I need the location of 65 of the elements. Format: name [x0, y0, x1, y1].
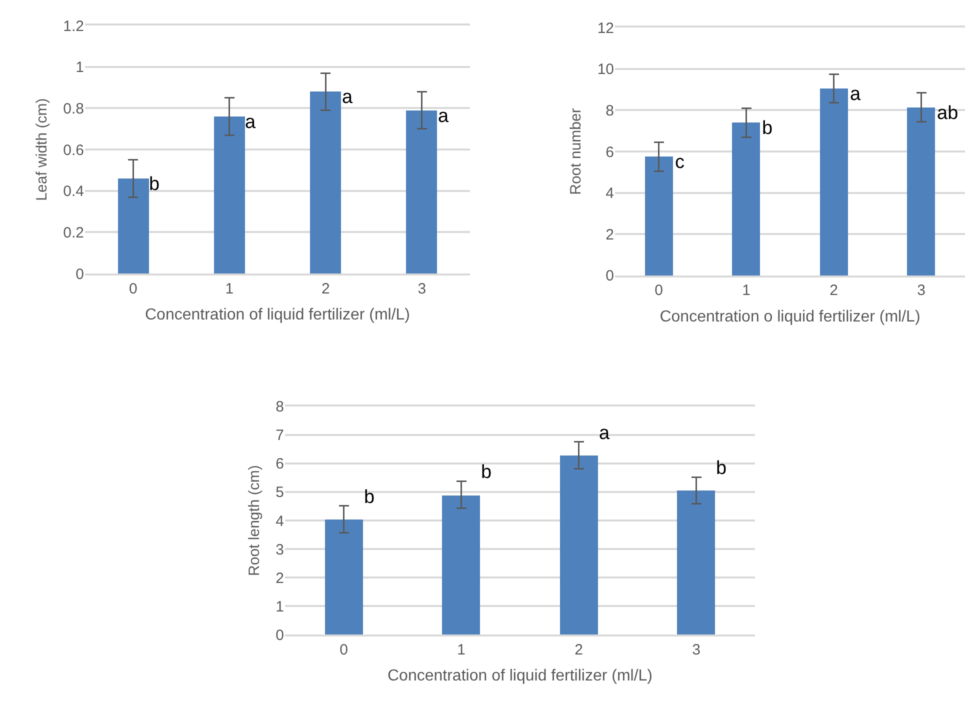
bar: [677, 490, 715, 634]
bar: [645, 156, 673, 276]
x-tick-label: 3: [917, 282, 926, 300]
y-tick-label: 0: [276, 626, 284, 644]
y-tick-label: 0.8: [63, 100, 84, 118]
annotation: b: [481, 462, 492, 483]
y-tick-label: 0.2: [63, 224, 84, 242]
bar: [820, 88, 848, 276]
bar: [325, 519, 363, 634]
y-tick-label: 4: [276, 512, 284, 530]
annotation: b: [762, 118, 773, 139]
bar: [310, 92, 341, 274]
y-tick-label: 0.4: [63, 183, 84, 200]
y-tick-label: 4: [606, 185, 614, 202]
y-tick-label: 1.2: [63, 18, 84, 35]
annotation: ab: [937, 103, 958, 124]
bar: [406, 110, 437, 274]
bar: [118, 178, 149, 274]
y-tick-label: 6: [606, 144, 614, 161]
y-tick-label: 8: [276, 398, 284, 416]
x-tick-label: 2: [830, 282, 838, 300]
x-tick-label: 1: [742, 282, 750, 300]
x-tick-label: 0: [654, 282, 663, 300]
y-tick-label: 2: [276, 570, 284, 587]
x-axis-title: Concentration o liquid fertilizer (ml/L): [660, 308, 920, 326]
y-tick-label: 3: [276, 541, 284, 558]
annotation: b: [716, 458, 727, 479]
annotation: a: [599, 423, 610, 444]
bar: [560, 455, 598, 634]
y-axis-title: Leaf width (cm): [33, 98, 50, 201]
annotation: a: [850, 84, 861, 105]
bar: [907, 108, 935, 276]
y-tick-label: 1: [76, 59, 84, 76]
annotation: a: [245, 112, 256, 133]
y-axis-title: Root length (cm): [246, 465, 263, 576]
x-tick-label: 3: [692, 641, 700, 658]
y-axis-title: Root number: [568, 108, 585, 195]
bar: [442, 495, 480, 634]
x-tick-label: 2: [574, 641, 583, 658]
y-tick-label: 10: [597, 61, 614, 78]
bar: [214, 116, 245, 274]
x-tick-label: 3: [418, 280, 426, 298]
y-tick-label: 0: [606, 268, 614, 285]
x-tick-label: 0: [128, 280, 138, 298]
y-tick-label: 0.6: [63, 142, 84, 159]
y-tick-label: 12: [597, 20, 614, 37]
x-axis-title: Concentration of liquid fertilizer (ml/L): [388, 668, 652, 685]
x-tick-label: 0: [340, 641, 348, 658]
y-tick-label: 7: [276, 427, 284, 444]
annotation: a: [438, 106, 449, 127]
y-tick-label: 6: [276, 456, 284, 473]
y-tick-label: 0: [76, 266, 84, 283]
y-tick-label: 5: [276, 484, 284, 502]
x-tick-label: 2: [321, 280, 330, 298]
y-tick-label: 1: [276, 598, 284, 616]
y-tick-label: 8: [606, 102, 614, 120]
annotation: b: [364, 487, 375, 508]
annotation: b: [149, 174, 160, 195]
annotation: c: [675, 152, 684, 173]
annotation: a: [342, 87, 353, 108]
x-tick-label: 1: [225, 280, 234, 298]
x-axis-title: Concentration of liquid fertilizer (ml/L): [145, 306, 410, 324]
x-tick-label: 1: [457, 641, 466, 658]
y-tick-label: 2: [606, 226, 614, 244]
bar: [732, 122, 760, 276]
